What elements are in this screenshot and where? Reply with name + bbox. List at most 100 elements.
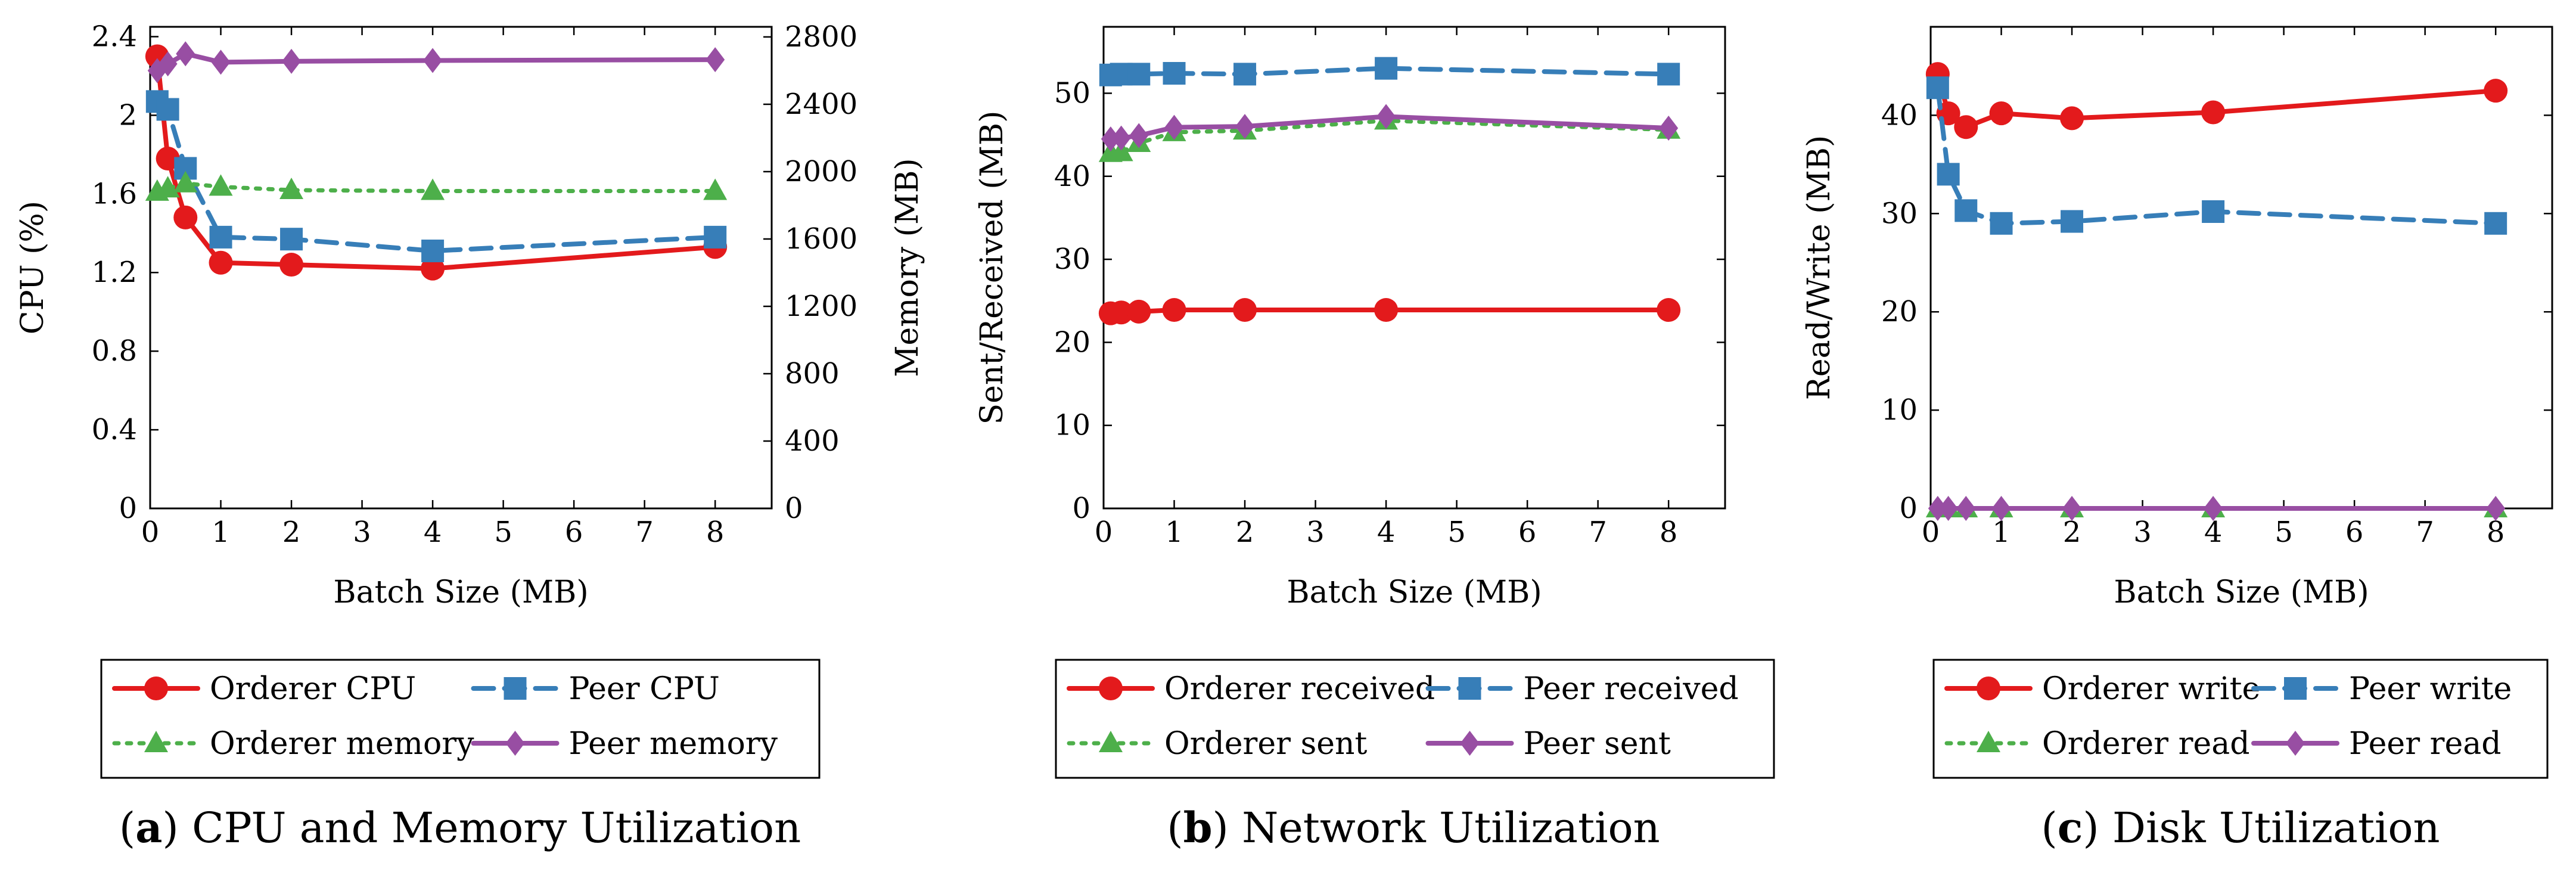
legend-marker <box>1460 731 1480 756</box>
legend-label: Orderer sent <box>1164 726 1368 762</box>
legend-item: Peer read <box>2251 726 2502 762</box>
data-point <box>2062 496 2082 521</box>
x-tick-label: 2 <box>282 516 301 549</box>
x-tick-label: 3 <box>1306 516 1325 549</box>
legend-label: Orderer write <box>2042 671 2260 707</box>
x-tick-label: 4 <box>2204 516 2223 549</box>
panel-caption: (a) CPU and Memory Utilization <box>119 803 801 852</box>
data-point <box>1376 104 1396 129</box>
legend-marker <box>1977 731 2000 752</box>
data-point <box>1162 298 1186 322</box>
y-tick-label: 20 <box>1881 295 1918 328</box>
data-point <box>209 250 233 275</box>
y-tick-label: 0 <box>1899 492 1918 525</box>
legend-label: Orderer received <box>1164 671 1435 707</box>
legend-marker <box>1458 677 1481 700</box>
data-point <box>704 225 727 249</box>
series-orderer-received <box>1098 298 1681 325</box>
legend-marker <box>1099 731 1123 752</box>
x-tick-label: 2 <box>2063 516 2081 549</box>
data-point <box>1659 115 1679 141</box>
caption-text: ) Disk Utilization <box>2083 803 2440 852</box>
caption-text: ) Network Utilization <box>1213 803 1660 852</box>
y-tick-label: 30 <box>1881 197 1918 230</box>
data-point <box>2202 200 2225 224</box>
data-point <box>1954 199 1978 222</box>
y-tick-label: 30 <box>1054 243 1090 276</box>
y-tick-label: 50 <box>1054 76 1090 110</box>
x-tick-label: 5 <box>494 516 512 549</box>
data-point <box>1928 496 1947 521</box>
legend-label: Peer memory <box>569 726 778 762</box>
legend-item: Orderer sent <box>1067 726 1368 762</box>
x-tick-label: 8 <box>1660 516 1678 549</box>
data-point <box>280 228 303 251</box>
y-tick-label: 10 <box>1054 409 1090 442</box>
legend-item: Orderer CPU <box>112 671 416 707</box>
legend-marker <box>2284 677 2307 700</box>
y2-tick-label: 1600 <box>785 222 857 256</box>
chart-panel-b: 0 1 2 3 4 5 6 7 8 0 10 20 30 40 50 Batch Size (MB) Sent/… <box>974 26 1775 852</box>
y-tick-label: 20 <box>1054 325 1090 359</box>
x-tick-label: 3 <box>2133 516 2152 549</box>
series-line <box>154 99 718 253</box>
caption-text: ) CPU and Memory Utilization <box>163 803 801 852</box>
legend-label: Orderer read <box>2042 726 2250 762</box>
caption-open-paren: ( <box>119 803 135 852</box>
data-point <box>421 239 445 262</box>
y-axis-label: Read/Write (MB) <box>1801 135 1837 401</box>
legend-marker <box>1977 677 2000 700</box>
legend-label: Peer CPU <box>569 671 720 707</box>
data-point <box>1374 298 1399 322</box>
x-tick-label: 6 <box>1518 516 1537 549</box>
series-peer-read <box>1928 496 2506 521</box>
plot-frame <box>1102 26 1726 510</box>
chart-panel-a: 0 1 2 3 4 5 6 7 8 0 0.4 0.8 1.2 1.6 2 2.4 0 400 800 1200 160… <box>15 20 925 852</box>
legend-label: Peer received <box>1524 671 1739 707</box>
legend-marker <box>505 731 525 756</box>
legend-item: Peer CPU <box>471 671 720 707</box>
data-point <box>1235 114 1255 139</box>
series-peer-write <box>1926 76 2507 235</box>
x-tick-label: 7 <box>635 516 654 549</box>
data-point <box>1164 114 1184 140</box>
series-peer-memory <box>147 41 725 83</box>
caption-open-paren: ( <box>2041 803 2057 852</box>
y2-tick-label: 2000 <box>785 155 857 188</box>
data-point <box>1989 101 2013 126</box>
data-point <box>211 49 231 75</box>
data-point <box>2201 100 2226 125</box>
data-point <box>1938 496 1958 521</box>
data-point <box>2486 496 2506 521</box>
panel-caption: (c) Disk Utilization <box>2041 803 2440 852</box>
legend-marker <box>144 677 168 700</box>
data-point <box>703 178 728 200</box>
series-peer-received <box>1099 57 1680 86</box>
data-point <box>1101 126 1120 152</box>
legend-marker <box>1099 677 1123 700</box>
data-point <box>1954 115 1978 139</box>
data-point <box>421 178 445 200</box>
data-point <box>173 170 198 193</box>
legend-item: Peer sent <box>1425 726 1671 762</box>
legend-label: Peer sent <box>1524 726 1671 762</box>
data-point <box>1657 63 1680 86</box>
legend-marker <box>144 731 168 752</box>
legend-item: Orderer memory <box>112 726 474 762</box>
x-tick-label: 6 <box>565 516 583 549</box>
data-point <box>279 253 304 277</box>
y-tick-label: 40 <box>1881 98 1918 132</box>
data-point <box>209 225 232 249</box>
data-point <box>158 51 178 77</box>
legend-label: Peer write <box>2349 671 2512 707</box>
y-tick-label: 0 <box>119 492 137 525</box>
caption-letter: b <box>1183 803 1213 852</box>
legend-box <box>100 659 821 779</box>
y2-tick-label: 400 <box>785 424 840 458</box>
data-point <box>2061 210 2084 233</box>
x-tick-label: 0 <box>141 516 160 549</box>
caption-letter: a <box>135 803 162 852</box>
x-tick-label: 6 <box>2345 516 2364 549</box>
y-tick-label: 0 <box>1072 492 1090 525</box>
